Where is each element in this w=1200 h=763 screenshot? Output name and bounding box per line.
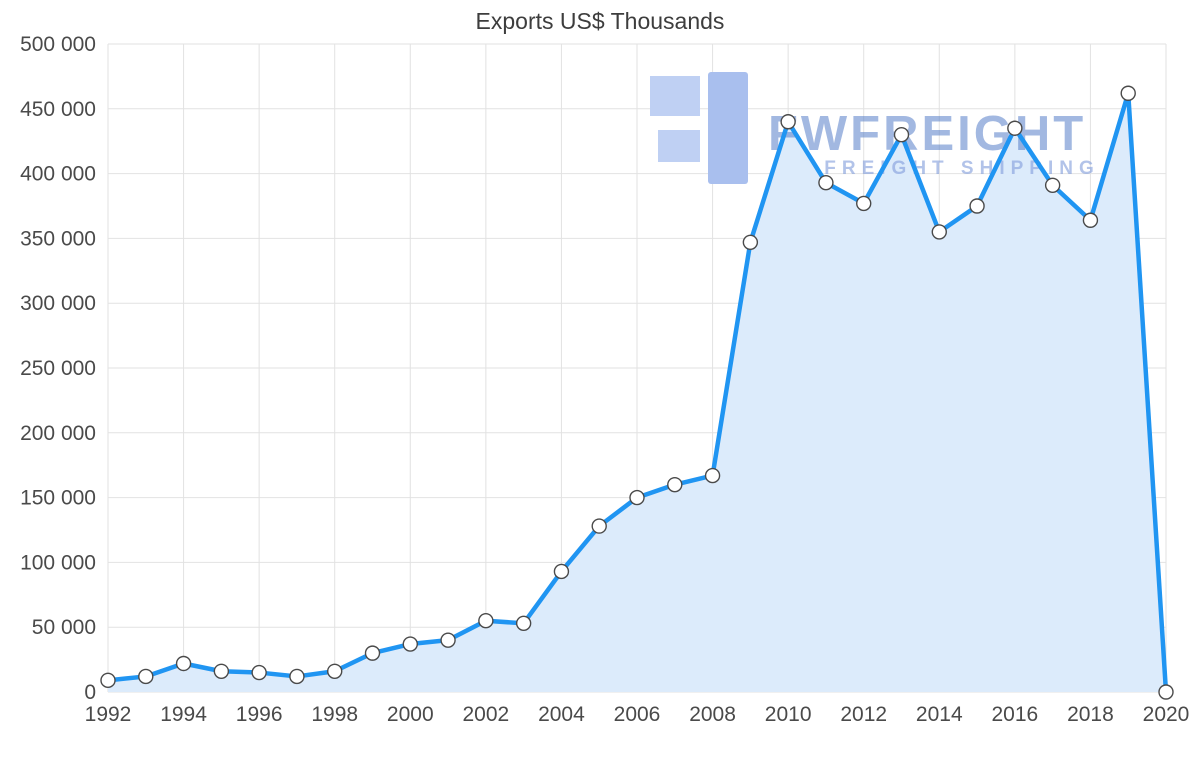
- axis-labels: 0 50 000 100 000 150 000 200 000 250 000 300 0…: [20, 33, 1189, 726]
- y-tick-label: 400 000: [20, 163, 96, 186]
- data-point-marker[interactable]: [856, 195, 872, 212]
- data-point-marker[interactable]: [704, 467, 721, 484]
- data-point-marker[interactable]: [1044, 177, 1061, 193]
- x-tick-label: 1996: [236, 703, 283, 726]
- x-tick-label: 2018: [1067, 703, 1114, 726]
- data-point-marker[interactable]: [780, 114, 796, 130]
- data-point-marker[interactable]: [591, 518, 607, 534]
- data-point-marker[interactable]: [364, 645, 381, 661]
- data-point-marker[interactable]: [629, 489, 645, 506]
- y-tick-label: 50 000: [32, 616, 96, 639]
- x-tick-label: 2016: [991, 703, 1038, 726]
- y-tick-label: 450 000: [20, 98, 96, 121]
- area-layer: [108, 93, 1166, 693]
- x-tick-label: 1992: [85, 703, 132, 726]
- logo-block-bar: [708, 72, 748, 184]
- data-point-marker[interactable]: [100, 672, 116, 689]
- logo-block-mid: [658, 130, 700, 162]
- data-point-marker[interactable]: [1082, 212, 1099, 228]
- x-tick-label: 2014: [916, 703, 963, 726]
- data-point-marker[interactable]: [818, 174, 834, 191]
- data-point-marker[interactable]: [289, 668, 305, 685]
- y-tick-label: 0: [84, 681, 96, 704]
- x-tick-label: 2008: [689, 703, 736, 726]
- data-point-marker[interactable]: [175, 655, 192, 672]
- data-point-marker[interactable]: [893, 127, 910, 143]
- watermark-tagline: FREIGHT SHIPPING: [824, 158, 1099, 179]
- y-tick-label: 200 000: [20, 422, 96, 445]
- y-tick-label: 300 000: [20, 292, 96, 315]
- x-tick-label: 1994: [160, 703, 207, 726]
- data-point-marker[interactable]: [251, 664, 267, 681]
- x-tick-label: 2020: [1143, 703, 1190, 726]
- data-point-marker[interactable]: [402, 636, 418, 652]
- y-tick-label: 100 000: [20, 551, 96, 574]
- chart-title: Exports US$ Thousands: [475, 8, 725, 34]
- data-point-marker[interactable]: [1120, 85, 1136, 101]
- data-point-marker[interactable]: [553, 563, 570, 580]
- y-tick-label: 250 000: [20, 357, 96, 380]
- data-point-marker[interactable]: [667, 476, 683, 493]
- data-point-marker[interactable]: [327, 663, 343, 679]
- fwfreight-logo-icon: [650, 72, 748, 184]
- x-tick-label: 2006: [614, 703, 661, 726]
- data-point-marker[interactable]: [742, 234, 759, 250]
- x-tick-label: 2010: [765, 703, 812, 726]
- x-tick-label: 2004: [538, 703, 585, 726]
- x-tick-label: 1998: [311, 703, 358, 726]
- logo-block-top: [650, 76, 700, 116]
- data-point-marker[interactable]: [515, 615, 532, 632]
- data-point-marker[interactable]: [478, 613, 494, 629]
- x-tick-label: 2002: [462, 703, 509, 726]
- x-tick-label: 2012: [840, 703, 887, 726]
- y-tick-label: 150 000: [20, 487, 96, 510]
- data-point-marker[interactable]: [931, 224, 947, 240]
- area-fill: [108, 93, 1166, 693]
- data-point-marker[interactable]: [138, 668, 154, 685]
- data-point-marker[interactable]: [213, 663, 230, 679]
- y-tick-label: 500 000: [20, 33, 96, 56]
- watermark-brand: FWFREIGHT: [768, 107, 1086, 161]
- data-point-marker[interactable]: [1007, 120, 1023, 136]
- data-point-marker[interactable]: [969, 198, 985, 214]
- x-tick-label: 2000: [387, 703, 434, 726]
- data-point-marker[interactable]: [440, 632, 456, 648]
- marker-layer: [100, 85, 1174, 700]
- watermark: FWFREIGHT FREIGHT SHIPPING: [650, 72, 1099, 184]
- y-tick-label: 350 000: [20, 227, 96, 250]
- data-point-marker[interactable]: [1158, 684, 1174, 700]
